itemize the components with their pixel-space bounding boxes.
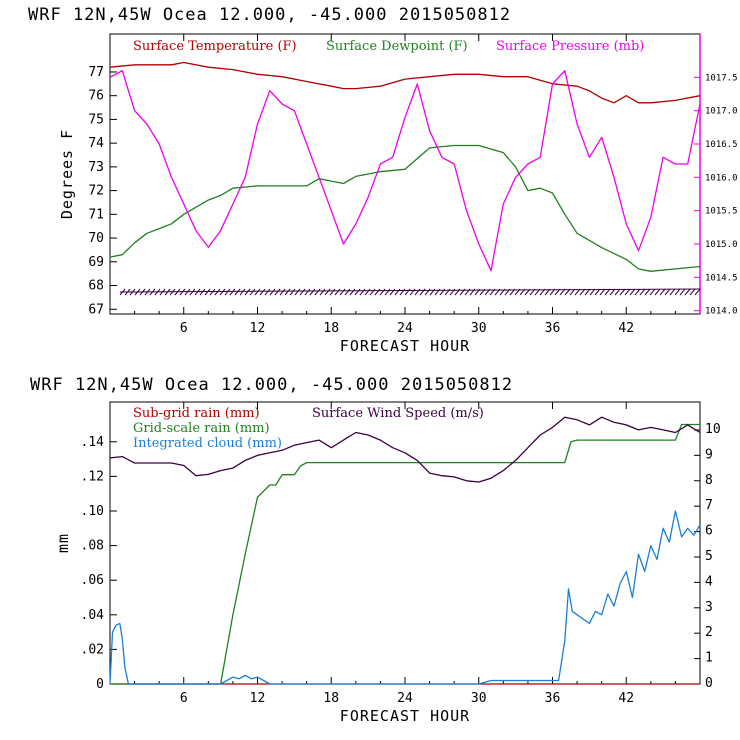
legend-entry: Surface Wind Speed (m/s) [312,406,484,421]
y-axis-label: Degrees F [58,129,76,219]
temperature-pressure-plot: 6 12 18 24 30 36 42 FORECAST HOUR 67 68 69 70 71 72 73… [58,33,738,355]
y-tick-label: .06 [81,573,104,588]
x-tick-label: 30 [471,321,487,336]
plot-frame [109,33,701,315]
y2-tick-label: 1014.0 [705,307,738,317]
y-tick-label: .08 [81,539,104,554]
series-line-3 [109,416,701,483]
series-line-2 [109,510,701,685]
y-tick-label: 71 [88,207,104,222]
series-line-1 [109,144,701,272]
x-tick-label: 6 [180,691,188,706]
x-axis-label: FORECAST HOUR [340,337,470,355]
y-tick-label: 76 [88,89,104,104]
x-axis-label: FORECAST HOUR [340,707,470,725]
y-tick-label: .10 [81,504,104,519]
y-axis-label: mm [54,533,72,553]
series-line-2 [109,70,701,272]
y2-tick-label: 8 [705,473,713,488]
y-tick-label: 72 [88,184,104,199]
y-tick-label: .12 [81,469,104,484]
legend-entry: Surface Pressure (mb) [496,39,644,54]
y-tick-label: .14 [81,435,105,450]
y-tick-label: 75 [88,112,104,127]
legend-entry: Surface Temperature (F) [133,39,297,54]
legend-entry: Integrated cloud (mm) [133,436,282,451]
y2-tick-label: 3 [705,600,713,615]
y2-tick-label: 6 [705,524,713,539]
x-tick-label: 24 [397,691,413,706]
y-tick-label: 74 [88,136,104,151]
x-tick-label: 12 [250,321,266,336]
y-tick-label: 69 [88,255,104,270]
y2-tick-label: 1015.0 [705,240,738,250]
x-tick-label: 36 [545,321,561,336]
x-tick-label: 18 [323,321,339,336]
x-tick-label: 6 [180,321,188,336]
y-tick-label: 67 [88,302,104,317]
x-tick-label: 36 [545,691,561,706]
y2-tick-label: 9 [705,447,713,462]
y2-tick-label: 1014.5 [705,273,738,283]
legend-entry: Surface Dewpoint (F) [326,39,468,54]
legend-entry: Grid-scale rain (mm) [133,421,270,436]
y2-tick-label: 10 [705,422,721,437]
x-tick-label: 18 [323,691,339,706]
x-tick-label: 42 [618,321,634,336]
y-tick-label: 70 [88,231,104,246]
series-line-1 [110,423,700,685]
y-tick-label: 73 [88,160,104,175]
y-tick-label: 77 [88,65,104,80]
y-tick-label: 0 [96,677,104,692]
x-tick-label: 42 [618,691,634,706]
y2-tick-label: 1017.0 [705,107,738,117]
y2-tick-label: 0 [705,676,713,691]
y2-tick-label: 5 [705,549,713,564]
x-tick-label: 12 [250,691,266,706]
x-tick-label: 24 [397,321,413,336]
y-tick-label: .02 [81,642,104,657]
y2-tick-label: 1016.0 [705,173,738,183]
y-tick-label: 68 [88,279,104,294]
y2-tick-label: 1 [705,651,713,666]
y2-tick-label: 2 [705,625,713,640]
y-tick-label: .04 [81,608,105,623]
chart-title: WRF 12N,45W Ocea 12.000, -45.000 2015050… [30,375,513,395]
y2-tick-label: 1017.5 [705,73,738,83]
legend-entry: Sub-grid rain (mm) [133,406,260,421]
y2-tick-label: 4 [705,574,713,589]
y2-tick-label: 7 [705,498,713,513]
y2-tick-label: 1015.5 [705,207,738,217]
series-line-0 [109,61,701,104]
chart-title: WRF 12N,45W Ocea 12.000, -45.000 2015050… [28,5,511,25]
x-tick-label: 30 [471,691,487,706]
y2-tick-label: 1016.5 [705,140,738,150]
hatch-baseline [119,288,701,293]
